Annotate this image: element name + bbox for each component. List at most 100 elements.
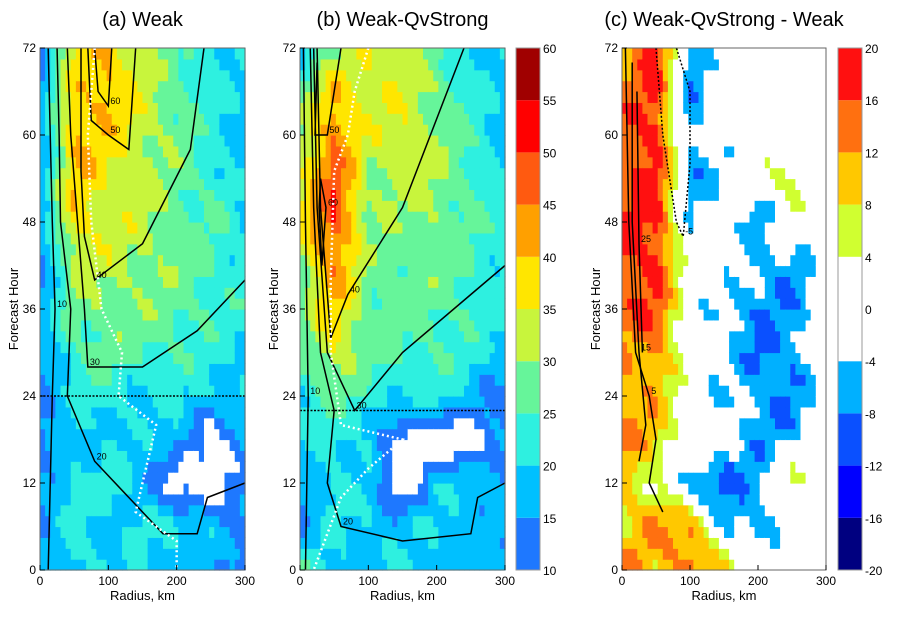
heatmap-cell bbox=[438, 124, 445, 136]
heatmap-cell bbox=[127, 243, 133, 256]
heatmap-cell bbox=[325, 48, 332, 60]
heatmap-cell bbox=[96, 309, 103, 321]
heatmap-cell bbox=[300, 222, 306, 234]
heatmap-cell bbox=[371, 48, 378, 60]
heatmap-cell bbox=[65, 200, 72, 212]
heatmap-cell bbox=[157, 80, 164, 93]
heatmap-cell bbox=[229, 526, 236, 538]
heatmap-cell bbox=[387, 341, 393, 354]
heatmap-cell bbox=[438, 472, 445, 484]
heatmap-cell bbox=[55, 145, 62, 158]
heatmap-cell bbox=[693, 406, 700, 419]
heatmap-cell bbox=[464, 80, 470, 93]
heatmap-cell bbox=[718, 58, 725, 71]
heatmap-cell bbox=[464, 374, 470, 386]
heatmap-cell bbox=[234, 243, 241, 256]
heatmap-cell bbox=[729, 298, 735, 310]
heatmap-cell bbox=[366, 428, 373, 441]
heatmap-cell bbox=[433, 309, 439, 321]
heatmap-cell bbox=[209, 91, 215, 103]
colorbar-tick-label: 30 bbox=[543, 355, 557, 369]
heatmap-cell bbox=[320, 439, 327, 451]
heatmap-cell bbox=[168, 526, 174, 538]
heatmap-cell bbox=[310, 385, 316, 397]
heatmap-cell bbox=[137, 548, 144, 560]
heatmap-cell bbox=[91, 504, 97, 517]
heatmap-cell bbox=[678, 537, 684, 549]
heatmap-cell bbox=[376, 548, 383, 560]
heatmap-cell bbox=[407, 385, 414, 397]
heatmap-cell bbox=[81, 330, 87, 343]
heatmap-cell bbox=[219, 472, 226, 484]
heatmap-cell bbox=[366, 504, 373, 517]
heatmap-cell bbox=[214, 341, 220, 354]
heatmap-cell bbox=[632, 309, 638, 321]
heatmap-cell bbox=[376, 276, 383, 288]
heatmap-cell bbox=[376, 58, 383, 71]
heatmap-cell bbox=[81, 232, 87, 245]
heatmap-cell bbox=[351, 135, 357, 147]
heatmap-cell bbox=[65, 232, 72, 245]
heatmap-cell bbox=[219, 124, 226, 136]
heatmap-cell bbox=[45, 319, 51, 332]
heatmap-cell bbox=[667, 483, 674, 495]
heatmap-cell bbox=[65, 222, 72, 234]
heatmap-cell bbox=[693, 515, 700, 528]
heatmap-cell bbox=[325, 135, 332, 147]
heatmap-cell bbox=[132, 189, 138, 201]
heatmap-cell bbox=[392, 548, 398, 560]
heatmap-cell bbox=[499, 330, 506, 343]
heatmap-cell bbox=[382, 428, 388, 441]
heatmap-cell bbox=[356, 559, 363, 571]
heatmap-cell bbox=[173, 526, 179, 538]
heatmap-cell bbox=[688, 439, 694, 451]
heatmap-cell bbox=[173, 548, 179, 560]
heatmap-cell bbox=[142, 537, 149, 549]
heatmap-cell bbox=[464, 178, 470, 190]
heatmap-cell bbox=[106, 428, 113, 441]
heatmap-cell bbox=[662, 91, 669, 103]
heatmap-cell bbox=[637, 145, 643, 158]
heatmap-cell bbox=[65, 461, 72, 473]
heatmap-cell bbox=[703, 363, 710, 375]
heatmap-cell bbox=[366, 232, 373, 245]
heatmap-cell bbox=[642, 341, 649, 354]
heatmap-cell bbox=[423, 309, 429, 321]
heatmap-cell bbox=[412, 254, 419, 267]
heatmap-cell bbox=[168, 200, 174, 212]
heatmap-cell bbox=[698, 483, 705, 495]
heatmap-cell bbox=[310, 254, 316, 267]
heatmap-cell bbox=[320, 341, 327, 354]
heatmap-cell bbox=[315, 504, 322, 517]
heatmap-cell bbox=[433, 91, 439, 103]
heatmap-cell bbox=[341, 276, 347, 288]
heatmap-cell bbox=[392, 243, 398, 256]
heatmap-cell bbox=[499, 287, 506, 299]
heatmap-cell bbox=[40, 406, 46, 419]
heatmap-cell bbox=[622, 135, 628, 147]
heatmap-cell bbox=[178, 232, 185, 245]
heatmap-cell bbox=[662, 526, 669, 538]
heatmap-cell bbox=[657, 559, 664, 571]
heatmap-cell bbox=[111, 363, 118, 375]
heatmap-cell bbox=[376, 309, 383, 321]
heatmap-cell bbox=[402, 200, 409, 212]
heatmap-cell bbox=[116, 352, 123, 364]
heatmap-cell bbox=[637, 504, 643, 517]
heatmap-cell bbox=[193, 222, 200, 234]
heatmap-cell bbox=[147, 537, 154, 549]
heatmap-cell bbox=[305, 287, 311, 299]
heatmap-cell bbox=[402, 374, 409, 386]
heatmap-cell bbox=[229, 363, 236, 375]
heatmap-cell bbox=[657, 48, 664, 60]
heatmap-cell bbox=[183, 417, 190, 430]
heatmap-cell bbox=[127, 189, 133, 201]
heatmap-cell bbox=[469, 232, 475, 245]
heatmap-cell bbox=[469, 417, 475, 430]
heatmap-cell bbox=[683, 178, 689, 190]
heatmap-cell bbox=[428, 493, 434, 506]
heatmap-cell bbox=[673, 504, 679, 517]
heatmap-cell bbox=[168, 265, 174, 277]
heatmap-cell bbox=[234, 211, 241, 223]
heatmap-cell bbox=[662, 374, 669, 386]
